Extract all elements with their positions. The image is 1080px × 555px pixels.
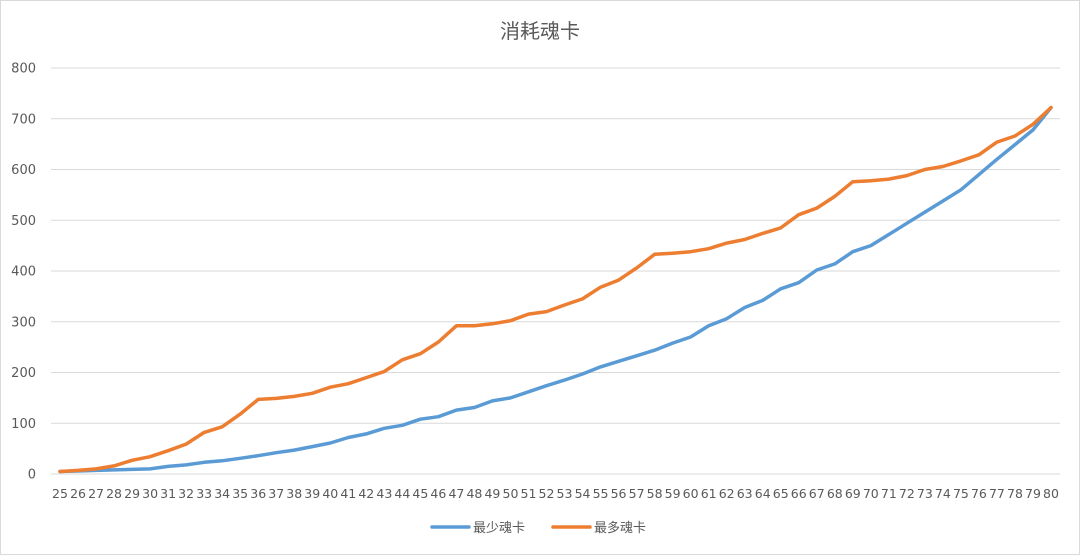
legend-label-1: 最少魂卡 [473, 520, 525, 536]
x-tick-label: 72 [899, 486, 915, 501]
x-tick-label: 34 [214, 486, 230, 501]
x-tick-label: 48 [466, 486, 482, 501]
x-tick-label: 35 [232, 486, 248, 501]
y-tick-label: 500 [11, 214, 36, 229]
y-tick-label: 200 [11, 366, 36, 381]
x-tick-label: 74 [935, 486, 951, 501]
y-tick-label: 700 [11, 112, 36, 127]
x-tick-label: 69 [845, 486, 861, 501]
x-tick-label: 29 [124, 486, 140, 501]
x-tick-label: 67 [809, 486, 825, 501]
x-tick-label: 76 [971, 486, 987, 501]
series-line-1 [58, 105, 1053, 474]
y-tick-label: 600 [11, 163, 36, 178]
x-tick-label: 27 [88, 486, 104, 501]
x-tick-label: 64 [755, 486, 771, 501]
x-tick-label: 28 [106, 486, 122, 501]
x-tick-label: 49 [484, 486, 500, 501]
y-tick-label: 400 [11, 265, 36, 280]
x-tick-label: 46 [430, 486, 446, 501]
x-tick-label: 51 [521, 486, 537, 501]
chart-title: 消耗魂卡 [500, 19, 580, 43]
x-tick-label: 53 [557, 486, 573, 501]
x-tick-label: 62 [719, 486, 735, 501]
gridlines [51, 67, 1060, 475]
x-tick-label: 26 [70, 486, 86, 501]
x-tick-label: 30 [142, 486, 158, 501]
y-axis-ticks: 0 100 200 300 400 500 600 700 800 [11, 62, 36, 483]
x-tick-label: 68 [827, 486, 843, 501]
x-tick-label: 73 [917, 486, 933, 501]
x-tick-label: 42 [358, 486, 374, 501]
x-tick-label: 38 [286, 486, 302, 501]
x-tick-label: 57 [629, 486, 645, 501]
x-tick-label: 40 [322, 486, 338, 501]
x-tick-label: 32 [178, 486, 194, 501]
x-tick-label: 44 [394, 486, 410, 501]
x-tick-label: 77 [989, 486, 1005, 501]
x-tick-label: 25 [52, 486, 68, 501]
x-tick-label: 65 [773, 486, 789, 501]
x-tick-label: 79 [1025, 486, 1041, 501]
x-tick-label: 71 [881, 486, 897, 501]
legend: 最少魂卡 最多魂卡 [430, 520, 646, 536]
y-tick-label: 0 [28, 468, 36, 483]
x-tick-label: 45 [412, 486, 428, 501]
x-tick-label: 33 [196, 486, 212, 501]
y-tick-label: 300 [11, 315, 36, 330]
x-tick-label: 60 [683, 486, 699, 501]
x-tick-label: 36 [250, 486, 266, 501]
x-axis-ticks: 25 26 27 28 29 30 31 32 33 34 35 36 37 38 39 40 41 42 43 44… [52, 486, 1059, 501]
series-lines [58, 105, 1053, 474]
x-tick-label: 37 [268, 486, 284, 501]
x-tick-label: 47 [448, 486, 464, 501]
x-tick-label: 63 [737, 486, 753, 501]
x-tick-label: 41 [340, 486, 356, 501]
x-tick-label: 80 [1043, 486, 1059, 501]
x-tick-label: 75 [953, 486, 969, 501]
x-tick-label: 56 [611, 486, 627, 501]
legend-label-2: 最多魂卡 [594, 520, 646, 536]
x-tick-label: 66 [791, 486, 807, 501]
x-tick-label: 52 [539, 486, 555, 501]
y-tick-label: 100 [11, 417, 36, 432]
x-tick-label: 50 [503, 486, 519, 501]
x-tick-label: 39 [304, 486, 320, 501]
x-tick-label: 58 [647, 486, 663, 501]
x-tick-label: 78 [1007, 486, 1023, 501]
x-tick-label: 43 [376, 486, 392, 501]
x-tick-label: 55 [593, 486, 609, 501]
series-line-2 [58, 105, 1053, 474]
x-tick-label: 70 [863, 486, 879, 501]
x-tick-label: 31 [160, 486, 176, 501]
x-tick-label: 61 [701, 486, 717, 501]
x-tick-label: 54 [575, 486, 591, 501]
y-tick-label: 800 [11, 62, 36, 77]
x-tick-label: 59 [665, 486, 681, 501]
